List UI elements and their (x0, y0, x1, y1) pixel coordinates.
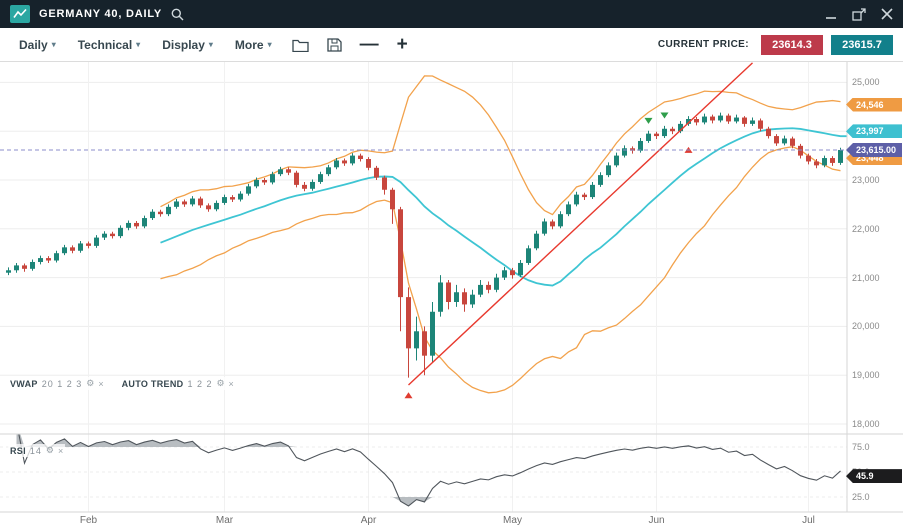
zoom-in-icon: + (396, 33, 408, 55)
price-chart-canvas[interactable] (0, 62, 903, 529)
display-menu[interactable]: Display ▾ (153, 34, 222, 56)
buy-price-button[interactable]: 23615.7 (831, 34, 893, 55)
minimize-button[interactable] (826, 9, 837, 20)
popout-button[interactable] (852, 7, 866, 21)
chevron-down-icon: ▾ (51, 40, 56, 49)
app-logo-icon (10, 5, 30, 23)
timeframe-menu-label: Daily (19, 37, 48, 52)
main-indicator-labels: VWAP 20 1 2 3 ⚙ × AUTO TREND 1 2 2 ⚙ × (8, 377, 236, 390)
rsi-label: RSI (10, 445, 26, 456)
more-menu[interactable]: More ▾ (226, 34, 281, 56)
rsi-remove-icon[interactable]: × (58, 445, 64, 456)
close-button[interactable] (881, 8, 893, 20)
search-icon[interactable] (171, 8, 184, 21)
chevron-down-icon: ▾ (208, 40, 213, 49)
more-menu-label: More (234, 37, 264, 52)
save-chart-button[interactable] (320, 34, 349, 56)
rsi-indicator-labels: RSI 14 ⚙ × (8, 444, 66, 457)
rsi-params: 14 (29, 445, 42, 456)
vwap-settings-icon[interactable]: ⚙ (86, 378, 95, 388)
chart-toolbar: Daily ▾ Technical ▾ Display ▾ More ▾ — + CUR… (0, 28, 903, 62)
folder-open-icon (291, 38, 309, 52)
zoom-out-button[interactable]: — (353, 34, 386, 56)
vwap-remove-icon[interactable]: × (98, 378, 104, 389)
open-chart-button[interactable] (285, 34, 316, 56)
vwap-indicator-chip: VWAP 20 1 2 3 ⚙ × (8, 377, 106, 390)
display-menu-label: Display (162, 37, 205, 52)
zoom-out-icon: — (359, 33, 379, 55)
autotrend-params: 1 2 2 (187, 378, 213, 389)
current-price-label: CURRENT PRICE: (657, 39, 749, 50)
autotrend-remove-icon[interactable]: × (228, 378, 234, 389)
rsi-indicator-chip: RSI 14 ⚙ × (8, 444, 66, 457)
technical-menu[interactable]: Technical ▾ (69, 34, 149, 56)
window-controls (826, 7, 893, 21)
zoom-in-button[interactable]: + (390, 34, 415, 56)
timeframe-menu[interactable]: Daily ▾ (10, 34, 65, 56)
chevron-down-icon: ▾ (136, 40, 141, 49)
save-icon (326, 37, 342, 52)
vwap-label: VWAP (10, 378, 38, 389)
vwap-params: 20 1 2 3 (41, 378, 83, 389)
title-bar: GERMANY 40, DAILY (0, 0, 903, 28)
technical-menu-label: Technical (77, 37, 133, 52)
rsi-settings-icon[interactable]: ⚙ (45, 445, 54, 455)
autotrend-indicator-chip: AUTO TREND 1 2 2 ⚙ × (119, 377, 236, 390)
chevron-down-icon: ▾ (267, 40, 272, 49)
autotrend-settings-icon[interactable]: ⚙ (216, 378, 225, 388)
sell-price-button[interactable]: 23614.3 (761, 34, 823, 55)
chart-title: GERMANY 40, DAILY (39, 8, 163, 20)
chart-area: VWAP 20 1 2 3 ⚙ × AUTO TREND 1 2 2 ⚙ × R… (0, 62, 903, 529)
autotrend-label: AUTO TREND (121, 378, 184, 389)
